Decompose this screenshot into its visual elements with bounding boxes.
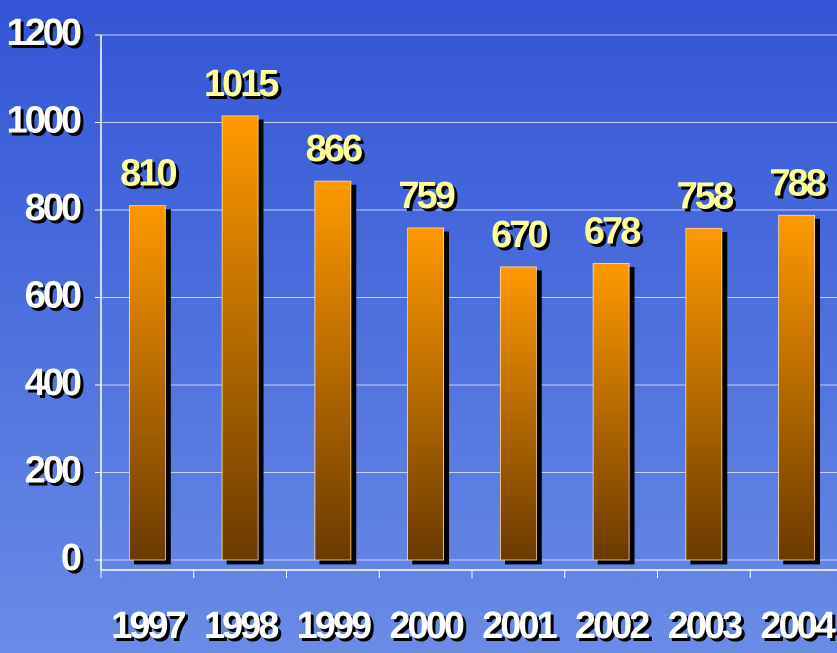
bar [499, 266, 537, 561]
data-label: 759 [398, 175, 454, 217]
x-tick-label: 1999 [297, 605, 371, 647]
data-label: 758 [677, 175, 733, 217]
data-label: 810 [120, 153, 176, 195]
data-label: 866 [306, 128, 362, 170]
x-tick-label: 2004 [760, 605, 835, 647]
data-label: 788 [769, 162, 825, 204]
y-tick-label: 800 [25, 187, 81, 229]
y-tick-label: 200 [25, 450, 81, 492]
bar [407, 227, 445, 561]
bar [128, 205, 166, 561]
data-label: 678 [584, 210, 640, 252]
x-tick-label: 2003 [668, 605, 742, 647]
bar [778, 214, 816, 561]
x-tick-label: 1998 [204, 605, 278, 647]
data-label: 670 [491, 214, 547, 256]
x-tick-label: 2002 [575, 605, 649, 647]
x-tick-label: 2001 [482, 605, 557, 647]
y-tick-label: 1200 [6, 12, 80, 54]
data-label: 1015 [204, 63, 279, 105]
bar [592, 262, 630, 561]
y-tick-label: 1000 [6, 100, 80, 142]
y-tick-label: 400 [25, 362, 81, 404]
y-tick-label: 0 [61, 537, 81, 579]
bar [685, 227, 723, 561]
bar [314, 180, 352, 561]
x-tick-label: 2000 [389, 605, 463, 647]
bar [221, 115, 259, 561]
x-tick-label: 1997 [111, 605, 185, 647]
y-tick-label: 600 [25, 275, 81, 317]
